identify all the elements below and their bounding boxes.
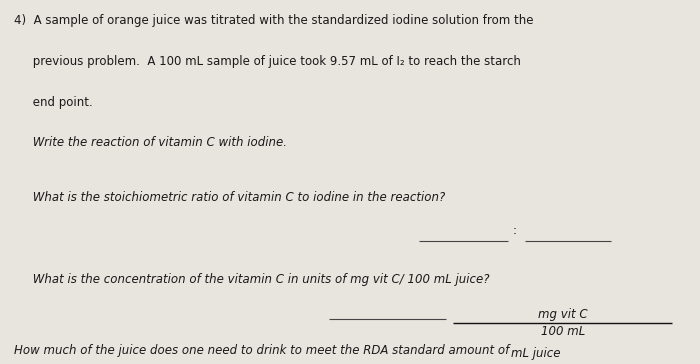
Text: What is the stoichiometric ratio of vitamin C to iodine in the reaction?: What is the stoichiometric ratio of vita… xyxy=(14,191,445,204)
Text: 4)  A sample of orange juice was titrated with the standardized iodine solution : 4) A sample of orange juice was titrated… xyxy=(14,14,533,27)
Text: What is the concentration of the vitamin C in units of mg vit C/ 100 mL juice?: What is the concentration of the vitamin… xyxy=(14,273,489,286)
Text: end point.: end point. xyxy=(14,96,92,110)
Text: 100 mL: 100 mL xyxy=(540,325,584,338)
Text: :: : xyxy=(512,224,517,237)
Text: Write the reaction of vitamin C with iodine.: Write the reaction of vitamin C with iod… xyxy=(14,136,287,149)
Text: mL juice: mL juice xyxy=(511,347,561,360)
Text: previous problem.  A 100 mL sample of juice took 9.57 mL of I₂ to reach the star: previous problem. A 100 mL sample of jui… xyxy=(14,55,521,68)
Text: How much of the juice does one need to drink to meet the RDA standard amount of: How much of the juice does one need to d… xyxy=(14,344,509,357)
Text: mg vit C: mg vit C xyxy=(538,308,587,321)
